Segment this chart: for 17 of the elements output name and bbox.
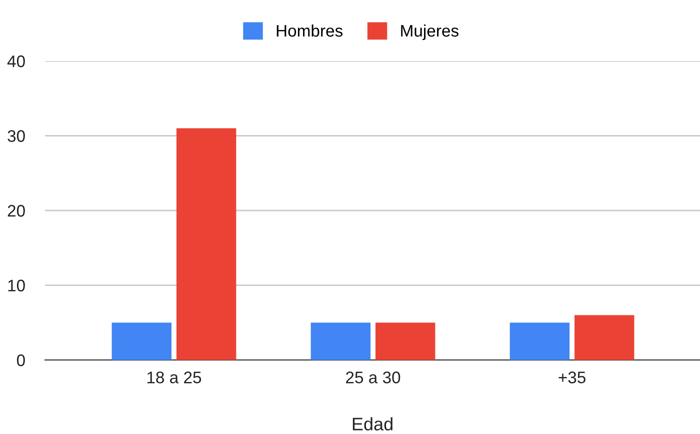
bar bbox=[112, 322, 172, 360]
bar bbox=[375, 322, 436, 360]
x-tick-label: 25 a 30 bbox=[346, 372, 400, 384]
legend-label: Hombres bbox=[276, 24, 343, 37]
y-tick-label: 30 bbox=[8, 130, 25, 142]
bar bbox=[176, 128, 236, 360]
bar bbox=[510, 322, 570, 360]
y-tick-label: 40 bbox=[7, 55, 25, 68]
x-tick-label: +35 bbox=[558, 372, 586, 384]
bar bbox=[310, 322, 371, 360]
legend-label: Mujeres bbox=[401, 24, 458, 40]
y-tick-label: 10 bbox=[8, 280, 25, 292]
y-tick-label: 20 bbox=[8, 204, 25, 217]
x-axis-title: Edad bbox=[352, 417, 392, 430]
bar bbox=[574, 315, 634, 360]
y-tick-label: 0 bbox=[16, 354, 25, 366]
x-tick-label: 18 a 25 bbox=[147, 372, 202, 384]
